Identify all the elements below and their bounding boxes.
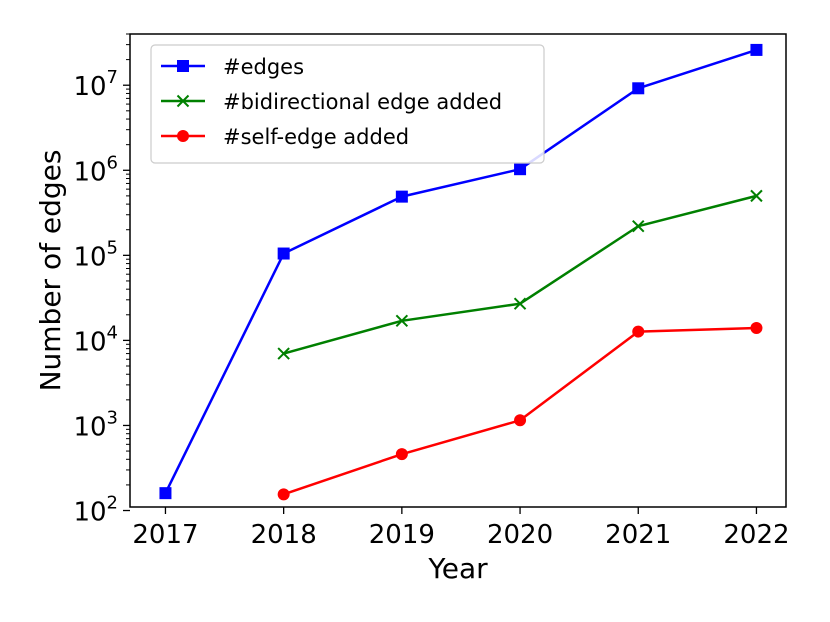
data-point xyxy=(632,82,645,95)
x-axis: 2017 2018 2019 2020 2021 2022 xyxy=(132,507,790,550)
legend-marker xyxy=(176,94,190,108)
y-tick-label: 104 xyxy=(73,322,118,357)
y-tick-label-exponent: 6 xyxy=(107,152,118,173)
x-tick-label: 2022 xyxy=(723,520,789,550)
y-tick-label-exponent: 2 xyxy=(107,493,118,514)
series-line xyxy=(283,326,757,496)
y-axis-title: Number of edges xyxy=(34,150,67,392)
data-point xyxy=(750,321,763,334)
legend-label: #edges xyxy=(223,55,304,79)
series-3 xyxy=(277,321,763,501)
series-2 xyxy=(277,189,763,360)
legend-item: #bidirectional edge added xyxy=(161,90,502,114)
y-tick-label-exponent: 3 xyxy=(107,407,118,428)
data-point xyxy=(395,314,409,328)
plot-frame xyxy=(129,33,787,508)
data-point xyxy=(277,488,290,501)
data-point xyxy=(632,220,645,233)
y-tick-label: 103 xyxy=(73,407,118,442)
x-tick-label: 2021 xyxy=(605,520,671,550)
x-tick-label: 2020 xyxy=(487,520,553,550)
y-tick-label: 105 xyxy=(73,237,118,272)
legend: #edges #bidirectional edge added #self-edg… xyxy=(150,44,545,164)
data-point xyxy=(277,347,290,360)
data-point xyxy=(159,487,172,500)
y-tick-label-base: 10 xyxy=(73,327,106,357)
data-point xyxy=(632,325,645,338)
y-tick-label-base: 10 xyxy=(73,242,106,272)
y-tick-label: 106 xyxy=(73,152,118,187)
data-point xyxy=(514,163,527,176)
y-tick-label-base: 10 xyxy=(73,72,106,102)
x-axis-title: Year xyxy=(427,552,488,585)
legend-label: #self-edge added xyxy=(223,125,409,149)
legend-box xyxy=(150,44,545,164)
legend-item: #edges xyxy=(161,55,304,79)
y-tick-label-exponent: 5 xyxy=(107,237,118,258)
data-point xyxy=(395,190,408,203)
y-tick-label-base: 10 xyxy=(73,412,106,442)
data-point xyxy=(395,448,408,461)
data-point xyxy=(514,414,527,427)
y-tick-label-exponent: 7 xyxy=(107,67,118,88)
legend-label: #bidirectional edge added xyxy=(223,90,502,114)
y-tick-label: 102 xyxy=(73,493,118,528)
x-tick-label: 2018 xyxy=(251,520,317,550)
x-tick-label: 2017 xyxy=(132,520,198,550)
x-tick-label: 2019 xyxy=(369,520,435,550)
data-point xyxy=(750,189,763,203)
y-tick-label-base: 10 xyxy=(73,498,106,528)
series-line xyxy=(164,48,757,494)
data-point xyxy=(513,297,527,310)
legend-marker xyxy=(177,130,189,142)
y-tick-label: 107 xyxy=(73,67,118,102)
data-point xyxy=(277,247,290,260)
y-tick-label-exponent: 4 xyxy=(107,322,118,343)
legend-marker xyxy=(177,60,189,72)
series-layer xyxy=(159,43,763,501)
y-tick-label-base: 10 xyxy=(73,157,106,187)
data-point xyxy=(750,43,763,56)
series-1 xyxy=(159,43,763,500)
legend-item: #self-edge added xyxy=(161,125,409,149)
